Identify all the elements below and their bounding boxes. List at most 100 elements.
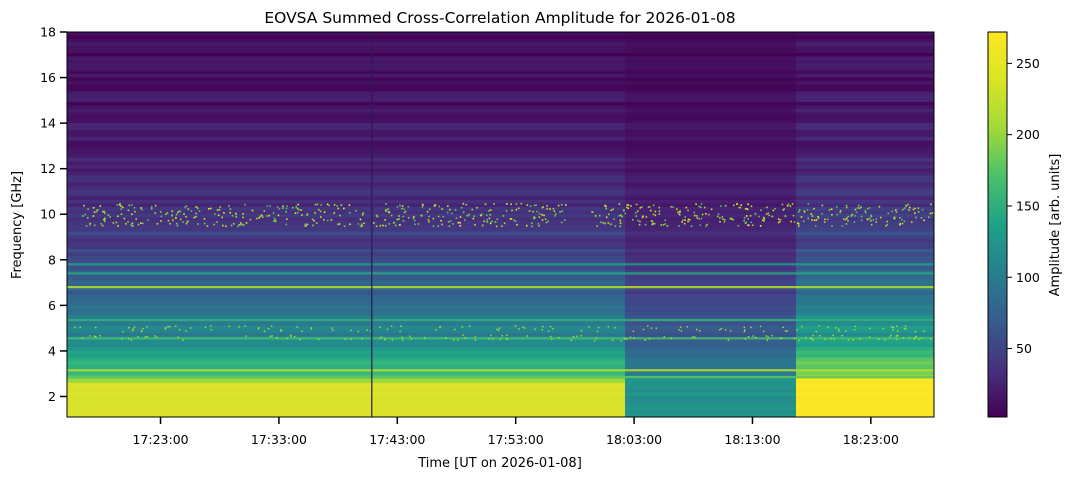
- heatmap-row: [67, 203, 626, 208]
- heatmap-row: [625, 287, 797, 292]
- speckle: [242, 213, 244, 215]
- heatmap-row: [67, 329, 626, 334]
- speckle: [541, 329, 544, 331]
- heatmap-row: [67, 70, 626, 75]
- speckle: [348, 211, 351, 214]
- speckle: [251, 209, 254, 212]
- speckle: [328, 204, 330, 207]
- x-tick-label: 18:03:00: [606, 432, 662, 447]
- speckle: [915, 216, 917, 219]
- heatmap-row: [625, 396, 797, 401]
- heatmap-row: [67, 350, 626, 355]
- speckle: [730, 217, 733, 220]
- speckle: [654, 214, 657, 217]
- speckle: [239, 222, 242, 224]
- speckle: [384, 224, 387, 227]
- speckle: [729, 217, 732, 220]
- heatmap-row: [796, 301, 934, 306]
- speckle: [131, 329, 134, 332]
- speckle: [193, 216, 196, 219]
- speckle: [82, 215, 84, 217]
- speckle: [886, 220, 889, 223]
- heatmap-row: [796, 84, 934, 89]
- speckle: [754, 212, 757, 215]
- heatmap-row: [67, 270, 626, 275]
- heatmap-row: [67, 147, 626, 152]
- speckle: [445, 337, 447, 339]
- heatmap-row: [796, 259, 934, 264]
- colorbar-label: Amplitude [arb. units]: [1048, 154, 1063, 297]
- heatmap-row: [625, 151, 797, 156]
- speckle: [513, 219, 515, 222]
- speckle: [99, 334, 101, 337]
- heatmap-row: [67, 357, 626, 362]
- heatmap-row: [625, 410, 797, 415]
- heatmap-row: [67, 168, 626, 173]
- speckle: [428, 221, 430, 223]
- x-tick-label: 17:43:00: [369, 432, 425, 447]
- speckle: [780, 337, 782, 339]
- speckle: [401, 336, 403, 339]
- speckle: [632, 330, 635, 333]
- speckle: [189, 327, 192, 329]
- speckle: [115, 221, 118, 224]
- heatmap-row: [67, 182, 626, 187]
- speckle: [403, 211, 406, 214]
- speckle: [104, 220, 106, 223]
- speckle: [879, 216, 882, 219]
- heatmap-row: [796, 315, 934, 320]
- heatmap-row: [796, 312, 934, 317]
- speckle: [235, 213, 238, 216]
- speckle: [747, 336, 750, 338]
- speckle: [176, 224, 179, 227]
- speckle: [899, 222, 902, 225]
- speckle: [388, 211, 391, 214]
- heatmap-row: [67, 294, 626, 299]
- speckle: [89, 222, 92, 225]
- speckle: [373, 222, 375, 224]
- speckle: [832, 334, 834, 337]
- speckle: [838, 330, 840, 332]
- heatmap-row: [625, 147, 797, 152]
- heatmap-row: [796, 196, 934, 201]
- speckle: [221, 216, 224, 219]
- speckle: [281, 207, 284, 209]
- speckle: [744, 222, 747, 225]
- heatmap-row: [67, 133, 626, 138]
- speckle: [931, 212, 934, 214]
- speckle: [516, 223, 518, 226]
- heatmap-row: [796, 287, 934, 292]
- speckle: [648, 337, 651, 340]
- speckle: [831, 214, 833, 216]
- speckle: [869, 327, 871, 330]
- speckle: [79, 326, 81, 328]
- heatmap-row: [67, 312, 626, 317]
- speckle: [824, 218, 826, 221]
- speckle: [210, 328, 212, 331]
- speckle: [451, 212, 453, 215]
- speckle: [660, 224, 663, 226]
- speckle: [459, 224, 462, 227]
- speckle: [390, 325, 393, 327]
- speckle: [187, 208, 190, 210]
- speckle: [533, 217, 535, 220]
- speckle: [882, 328, 884, 330]
- heatmap-row: [67, 228, 626, 233]
- colorbar-tick-label: 150: [1016, 198, 1040, 213]
- speckle: [677, 211, 679, 213]
- speckle: [208, 208, 210, 210]
- speckle: [146, 326, 148, 328]
- heatmap-row: [796, 249, 934, 254]
- heatmap-row: [625, 60, 797, 65]
- speckle: [337, 207, 340, 210]
- speckle: [619, 214, 622, 217]
- heatmap-row: [796, 291, 934, 296]
- heatmap-row: [796, 60, 934, 65]
- heatmap-row: [625, 137, 797, 142]
- speckle: [901, 208, 904, 211]
- speckle: [385, 203, 387, 205]
- heatmap-row: [625, 39, 797, 44]
- speckle: [526, 204, 529, 206]
- speckle: [870, 215, 873, 218]
- speckle: [343, 207, 345, 210]
